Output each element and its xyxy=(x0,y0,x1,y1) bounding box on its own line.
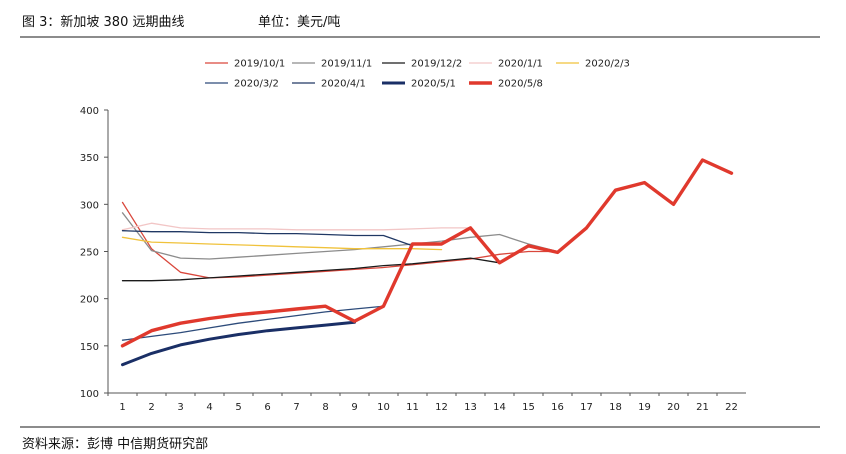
x-tick-label: 5 xyxy=(235,402,241,413)
series-line-2019-12-2 xyxy=(121,257,501,282)
legend-label: 2020/4/1 xyxy=(321,79,366,90)
y-tick-label: 150 xyxy=(80,342,99,353)
legend-item-2020-4-1: 2020/4/1 xyxy=(292,79,366,90)
series-line-2019-11-1 xyxy=(121,212,559,260)
y-tick-label: 100 xyxy=(80,389,99,400)
series-line-2020-2-3 xyxy=(121,236,443,251)
legend-item-2020-2-3: 2020/2/3 xyxy=(556,59,630,70)
plot-area xyxy=(120,158,734,367)
legend-item-2019-10-1: 2019/10/1 xyxy=(205,59,285,70)
x-tick-label: 16 xyxy=(551,402,564,413)
x-tick-label: 3 xyxy=(177,402,183,413)
series-line-2020-5-8 xyxy=(120,158,734,348)
x-tick-label: 18 xyxy=(609,402,622,413)
series-line-2020-3-2 xyxy=(121,305,385,341)
y-tick-label: 400 xyxy=(80,106,99,117)
y-tick-label: 200 xyxy=(80,295,99,306)
x-tick-label: 4 xyxy=(206,402,212,413)
legend-label: 2019/12/2 xyxy=(411,59,462,70)
unit-label: 单位：美元/吨 xyxy=(258,15,341,30)
x-tick-label: 14 xyxy=(493,402,506,413)
x-tick-label: 21 xyxy=(696,402,709,413)
series-line-2020-4-1 xyxy=(121,230,414,247)
x-tick-label: 10 xyxy=(377,402,390,413)
x-tick-label: 6 xyxy=(264,402,270,413)
x-tick-label: 20 xyxy=(667,402,680,413)
forward-curve-chart: 2019/10/1 2019/11/1 2019/12/2 2020/1/1 2020/… xyxy=(80,59,746,413)
legend-item-2020-1-1: 2020/1/1 xyxy=(469,59,543,70)
x-tick-label: 11 xyxy=(406,402,419,413)
legend-item-2019-12-2: 2019/12/2 xyxy=(382,59,462,70)
legend-label: 2019/11/1 xyxy=(321,59,372,70)
top-divider xyxy=(20,36,820,38)
legend-label: 2020/5/8 xyxy=(498,79,543,90)
legend: 2019/10/1 2019/11/1 2019/12/2 2020/1/1 2020/… xyxy=(205,59,630,90)
figure-title: 图 3：新加坡 380 远期曲线 xyxy=(22,15,185,30)
x-tick-label: 12 xyxy=(435,402,448,413)
legend-item-2020-3-2: 2020/3/2 xyxy=(205,79,279,90)
legend-item-2020-5-1: 2020/5/1 xyxy=(382,79,456,90)
legend-item-2019-11-1: 2019/11/1 xyxy=(292,59,372,70)
x-tick-label: 15 xyxy=(522,402,535,413)
x-tick-label: 17 xyxy=(580,402,593,413)
y-tick-label: 250 xyxy=(80,248,99,259)
x-tick-label: 22 xyxy=(725,402,738,413)
x-tick-label: 9 xyxy=(351,402,357,413)
legend-label: 2019/10/1 xyxy=(234,59,285,70)
source-note: 资料来源：彭博 中信期货研究部 xyxy=(22,437,209,452)
x-tick-label: 19 xyxy=(638,402,651,413)
bottom-divider xyxy=(20,426,820,428)
y-tick-label: 300 xyxy=(80,200,99,211)
x-tick-label: 1 xyxy=(119,402,125,413)
x-tick-label: 2 xyxy=(148,402,154,413)
x-tick-label: 13 xyxy=(464,402,477,413)
legend-item-2020-5-8: 2020/5/8 xyxy=(469,79,543,90)
legend-label: 2020/2/3 xyxy=(585,59,630,70)
legend-label: 2020/3/2 xyxy=(234,79,279,90)
legend-label: 2020/1/1 xyxy=(498,59,543,70)
x-tick-label: 7 xyxy=(293,402,299,413)
y-tick-label: 350 xyxy=(80,153,99,164)
chart-header: 图 3：新加坡 380 远期曲线 单位：美元/吨 xyxy=(0,0,846,38)
series-line-2020-1-1 xyxy=(121,222,472,231)
series-line-2019-10-1 xyxy=(121,201,559,279)
x-tick-label: 8 xyxy=(322,402,328,413)
legend-label: 2020/5/1 xyxy=(411,79,456,90)
series-line-2020-5-1 xyxy=(121,320,356,367)
